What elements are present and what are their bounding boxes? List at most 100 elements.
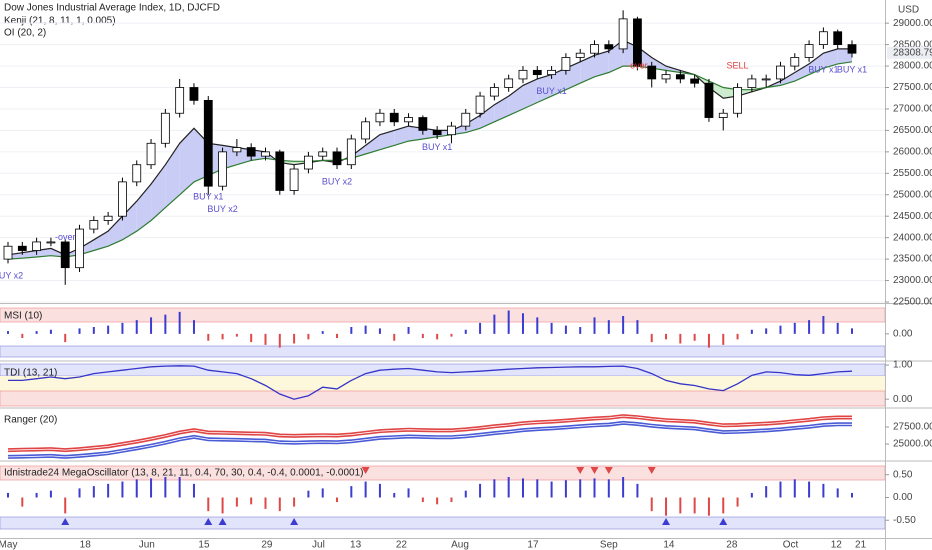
candle-body <box>747 78 757 88</box>
histogram-bar <box>121 481 124 498</box>
histogram-bar <box>464 490 467 498</box>
histogram-bar <box>207 333 210 341</box>
indicator-label: Kenji (21, 8, 11, 1, 0.005) <box>4 16 116 27</box>
cloud <box>122 201 137 240</box>
histogram-bar <box>479 483 482 498</box>
histogram-bar <box>808 481 811 498</box>
last-price-label: 28308.79 <box>893 47 932 58</box>
y-tick-label: 26500.00 <box>893 125 932 136</box>
histogram-bar <box>479 322 482 334</box>
cloud <box>551 68 566 97</box>
histogram-bar <box>350 327 353 334</box>
x-tick-label: Aug <box>451 540 469 550</box>
histogram-bar <box>793 322 796 334</box>
signal-label: -over <box>55 232 76 242</box>
indicator-line-inner <box>7 422 852 458</box>
histogram-bar <box>393 333 396 341</box>
cloud <box>108 216 123 247</box>
histogram-bar <box>264 333 267 345</box>
cloud <box>151 164 166 221</box>
candle-body <box>633 18 642 67</box>
histogram-bar <box>49 490 52 498</box>
x-tick-label: 15 <box>198 540 210 550</box>
histogram-bar <box>693 497 696 514</box>
histogram-bar <box>521 478 524 498</box>
histogram-bar <box>321 488 324 498</box>
histogram-bar <box>78 328 81 334</box>
signal-label: BUY x1 <box>422 142 452 152</box>
histogram-bar <box>64 497 67 514</box>
histogram-bar <box>421 497 424 503</box>
histogram-bar <box>21 497 24 507</box>
histogram-bar <box>436 333 439 340</box>
histogram-bar <box>564 480 567 498</box>
x-tick-label: 12 <box>831 540 843 550</box>
signal-label: SELL <box>727 60 749 70</box>
histogram-bar <box>736 497 739 507</box>
candle-body <box>75 228 84 269</box>
histogram-bar <box>464 329 467 334</box>
histogram-bar <box>579 327 582 334</box>
histogram-bar <box>593 478 596 498</box>
histogram-bar <box>364 481 367 498</box>
histogram-bar <box>736 333 739 340</box>
y-tick-label: 26000.00 <box>893 146 932 157</box>
candle-body <box>833 31 843 46</box>
signal-label: BUY x1 <box>536 86 566 96</box>
candle-body <box>361 121 371 140</box>
cloud <box>465 115 481 133</box>
candle-body <box>690 78 700 84</box>
y-tick-label: 24000.00 <box>893 232 932 243</box>
histogram-bar <box>64 333 67 343</box>
candle-body <box>804 44 814 58</box>
indicator-label: Idnistrade24 MegaOscillator (13, 8, 21, … <box>4 468 363 479</box>
y-tick-label: 0.00 <box>893 394 913 405</box>
histogram-bar <box>107 483 110 498</box>
y-tick-label: 0.50 <box>893 469 913 480</box>
cloud <box>494 96 509 122</box>
cloud <box>580 55 595 84</box>
histogram-bar <box>421 333 424 338</box>
histogram-bar <box>593 317 596 334</box>
histogram-bar <box>235 333 238 337</box>
histogram-bar <box>550 481 553 498</box>
candle-body <box>332 151 342 166</box>
candle-body <box>590 44 599 54</box>
histogram-bar <box>779 481 782 498</box>
histogram-bar <box>221 497 224 514</box>
histogram-bar <box>650 333 653 343</box>
candle-body <box>60 241 70 269</box>
histogram-bar <box>7 331 9 334</box>
candle-body <box>489 87 499 97</box>
y-tick-label: 23500.00 <box>893 254 932 265</box>
histogram-bar <box>92 486 95 498</box>
buy-signal <box>662 518 671 525</box>
histogram-bar <box>693 333 696 341</box>
x-tick-label: Oct <box>783 540 799 550</box>
histogram-bar <box>851 328 853 334</box>
candle-body <box>3 245 13 260</box>
histogram-bar <box>650 497 653 512</box>
y-tick-label: 25500.00 <box>893 168 932 179</box>
indicator-label: MSI (10) <box>4 311 42 322</box>
histogram-bar <box>178 311 181 334</box>
x-tick-label: Sep <box>600 540 618 550</box>
histogram-bar <box>665 333 668 340</box>
tdi-lower-band <box>0 390 886 407</box>
currency-label: USD <box>898 5 919 16</box>
candle-body <box>46 241 56 244</box>
signal-label: BUY x2 <box>207 204 237 214</box>
cloud <box>394 126 409 146</box>
indicator-label: OI (20, 2) <box>4 28 46 39</box>
candle-body <box>89 220 99 230</box>
histogram-bar <box>164 477 167 498</box>
signal-label: BUY x1 <box>837 65 867 75</box>
candle-body <box>218 151 227 187</box>
candle-body <box>246 147 256 157</box>
histogram-bar <box>765 328 768 334</box>
signal-label: BUY x2 <box>0 271 23 281</box>
candle-body <box>547 69 556 76</box>
candle-body <box>532 69 542 76</box>
signal-label: BUY x1 <box>193 191 223 201</box>
